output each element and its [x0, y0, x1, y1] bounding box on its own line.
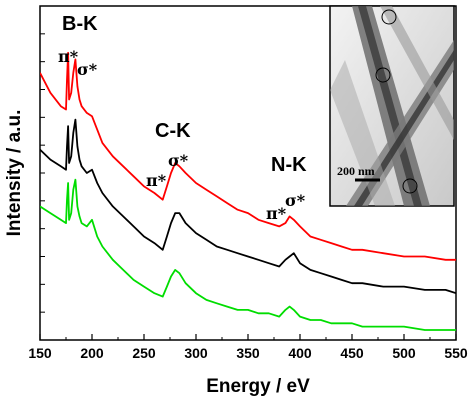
- y-axis-ticks: [40, 33, 45, 313]
- x-tick-label: 250: [132, 345, 156, 361]
- n-k-pi-star-label: π*: [266, 204, 287, 223]
- scale-bar-label: 200 nm: [337, 164, 375, 178]
- n-k-edge-label: N-K: [271, 154, 307, 176]
- x-tick-label: 200: [80, 345, 104, 361]
- b-k-edge-label: B-K: [62, 13, 98, 35]
- c-k-sigma-star-label: σ*: [168, 151, 189, 170]
- spectrum-line-3: [40, 178, 456, 331]
- tem-inset: 200 nm: [329, 5, 455, 207]
- x-tick-label: 450: [340, 345, 364, 361]
- spectrum-line-1: [40, 51, 456, 261]
- b-k-sigma-star-label: σ*: [77, 60, 98, 79]
- x-tick-label: 300: [184, 345, 208, 361]
- n-k-sigma-star-label: σ*: [285, 191, 306, 210]
- x-tick-label: 550: [444, 345, 468, 361]
- y-axis-title: Intensity / a.u.: [4, 110, 25, 237]
- c-k-edge-label: C-K: [155, 120, 191, 142]
- x-tick-label: 150: [28, 345, 52, 361]
- b-k-pi-star-label: π*: [58, 47, 79, 66]
- series-layer: [40, 51, 456, 331]
- x-tick-label: 400: [288, 345, 312, 361]
- x-axis-tick-labels: 150 200 250 300 350 400 450 500 550: [28, 345, 468, 361]
- spectrum-line-2: [40, 118, 456, 295]
- tem-inset-image: [330, 6, 454, 206]
- x-axis-ticks: [39, 334, 457, 340]
- c-k-pi-star-label: π*: [146, 171, 167, 190]
- x-tick-label: 350: [236, 345, 260, 361]
- x-tick-label: 500: [392, 345, 416, 361]
- x-axis-title: Energy / eV: [206, 376, 310, 397]
